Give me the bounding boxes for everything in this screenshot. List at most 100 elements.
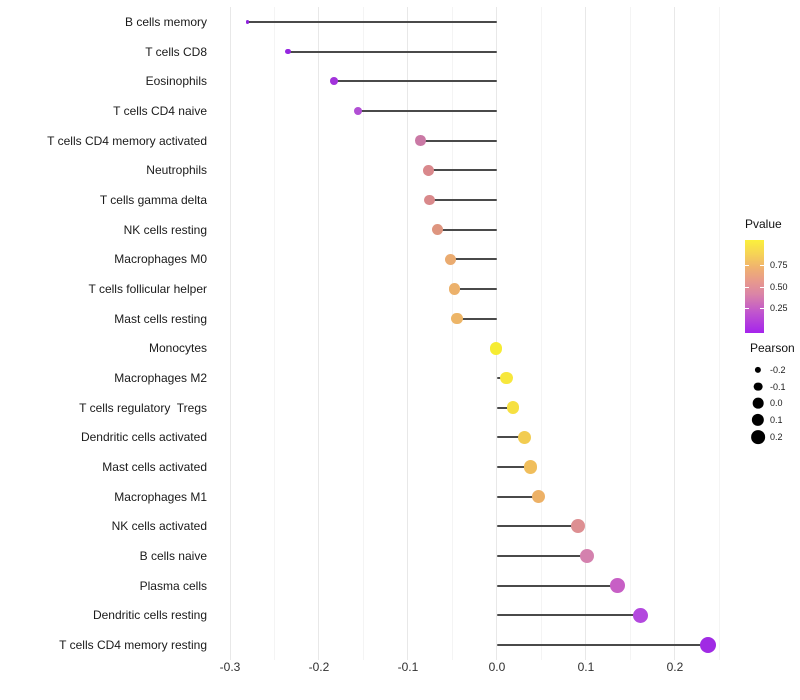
lollipop-stem bbox=[450, 258, 497, 261]
pvalue-tick-label: 0.50 bbox=[770, 282, 788, 292]
data-point bbox=[632, 607, 648, 624]
data-point bbox=[423, 194, 435, 206]
data-point bbox=[445, 253, 457, 265]
data-point bbox=[532, 490, 546, 504]
category-label: T cells gamma delta bbox=[99, 192, 207, 207]
pearson-size-dot bbox=[753, 382, 763, 392]
data-point bbox=[353, 106, 363, 116]
category-label: Neutrophils bbox=[146, 163, 207, 178]
data-point bbox=[451, 312, 463, 325]
gridline-minor bbox=[451, 7, 453, 660]
data-point bbox=[284, 48, 291, 55]
pvalue-bar-tick bbox=[760, 265, 764, 266]
gridline-major bbox=[318, 7, 320, 660]
lollipop-stem bbox=[456, 317, 497, 320]
gridline-major bbox=[674, 7, 676, 660]
pearson-size-label: 0.2 bbox=[770, 431, 783, 442]
pvalue-color-legend: Pvalue 0.75 0.50 0.25 bbox=[745, 217, 800, 333]
data-point bbox=[431, 224, 443, 236]
pvalue-bar-tick bbox=[760, 287, 764, 288]
gridline-minor bbox=[540, 7, 542, 660]
lollipop-stem bbox=[496, 436, 525, 439]
gridline-minor bbox=[362, 7, 364, 660]
data-point bbox=[489, 342, 503, 355]
category-label: NK cells resting bbox=[123, 222, 207, 237]
pvalue-bar-tick bbox=[745, 308, 749, 309]
x-tick-label: 0.2 bbox=[666, 660, 684, 674]
category-label: T cells CD4 memory activated bbox=[47, 133, 207, 148]
data-point bbox=[506, 401, 520, 415]
category-label: Monocytes bbox=[148, 341, 207, 356]
lollipop-stem bbox=[247, 20, 497, 23]
gridline-major bbox=[407, 7, 409, 660]
lollipop-stem bbox=[496, 466, 531, 469]
category-label: Mast cells activated bbox=[102, 460, 207, 475]
gridline-minor bbox=[718, 7, 720, 660]
pvalue-tick-label: 0.25 bbox=[770, 303, 788, 313]
data-point bbox=[524, 460, 538, 474]
lollipop-stem bbox=[420, 139, 497, 142]
pvalue-bar-tick bbox=[760, 308, 764, 309]
category-label: Plasma cells bbox=[139, 578, 207, 593]
pearson-size-label: 0.0 bbox=[770, 398, 783, 409]
data-point bbox=[609, 578, 625, 594]
lollipop-stem bbox=[437, 228, 497, 231]
pearson-size-label: -0.2 bbox=[770, 365, 786, 375]
category-label: B cells naive bbox=[139, 549, 207, 564]
category-label: Dendritic cells resting bbox=[92, 608, 207, 623]
category-label: Eosinophils bbox=[145, 74, 207, 89]
pearson-size-dot bbox=[751, 429, 765, 444]
lollipop-stem bbox=[428, 169, 497, 172]
category-label: NK cells activated bbox=[111, 519, 207, 534]
category-label: Macrophages M0 bbox=[114, 252, 207, 267]
category-label: T cells CD4 naive bbox=[113, 103, 207, 118]
pearson-legend-title: Pearson bbox=[750, 341, 795, 355]
category-label: T cells regulatory Tregs bbox=[79, 400, 207, 415]
lollipop-stem bbox=[496, 644, 708, 647]
pearson-size-legend: Pearson -0.2 -0.1 0.0 0.1 0.2 bbox=[750, 341, 800, 444]
data-point bbox=[699, 636, 717, 654]
data-point bbox=[570, 519, 585, 534]
lollipop-stem bbox=[496, 525, 578, 528]
lollipop-stem bbox=[358, 109, 497, 112]
pearson-size-label: 0.1 bbox=[770, 415, 783, 426]
lollipop-stem bbox=[496, 614, 641, 617]
data-point bbox=[246, 20, 250, 24]
category-label: T cells CD8 bbox=[145, 44, 207, 59]
gridline-major bbox=[496, 7, 498, 660]
pearson-size-dot bbox=[752, 398, 764, 409]
x-tick-label: -0.3 bbox=[219, 660, 241, 674]
gridline-major bbox=[585, 7, 587, 660]
data-point bbox=[518, 430, 532, 444]
gridline-minor bbox=[274, 7, 275, 660]
data-point bbox=[500, 371, 514, 385]
category-label: T cells CD4 memory resting bbox=[59, 638, 207, 653]
lollipop-stem bbox=[496, 584, 618, 587]
x-tick-label: 0.0 bbox=[488, 660, 506, 674]
x-tick-label: 0.1 bbox=[577, 660, 595, 674]
data-point bbox=[330, 77, 339, 86]
pvalue-bar-tick bbox=[745, 265, 749, 266]
x-tick-label: -0.2 bbox=[308, 660, 330, 674]
data-point bbox=[579, 548, 594, 564]
pearson-size-dot bbox=[754, 366, 762, 374]
lollipop-stem bbox=[429, 198, 497, 201]
category-label: Macrophages M1 bbox=[114, 489, 207, 504]
pvalue-bar-tick bbox=[745, 287, 749, 288]
data-point bbox=[423, 164, 434, 176]
pvalue-legend-title: Pvalue bbox=[745, 217, 782, 231]
lollipop-stem bbox=[334, 80, 497, 83]
category-label: Dendritic cells activated bbox=[80, 430, 207, 445]
lollipop-stem bbox=[454, 287, 497, 290]
pvalue-tick-label: 0.75 bbox=[770, 260, 788, 270]
gridline-major bbox=[229, 7, 231, 660]
lollipop-stem bbox=[496, 495, 539, 498]
category-label: B cells memory bbox=[124, 14, 207, 29]
pvalue-gradient-bar bbox=[745, 240, 764, 333]
category-label: Mast cells resting bbox=[114, 311, 207, 326]
category-label: T cells follicular helper bbox=[88, 281, 208, 296]
data-point bbox=[415, 135, 426, 146]
x-tick-label: -0.1 bbox=[397, 660, 419, 674]
pearson-size-dot bbox=[751, 413, 765, 427]
